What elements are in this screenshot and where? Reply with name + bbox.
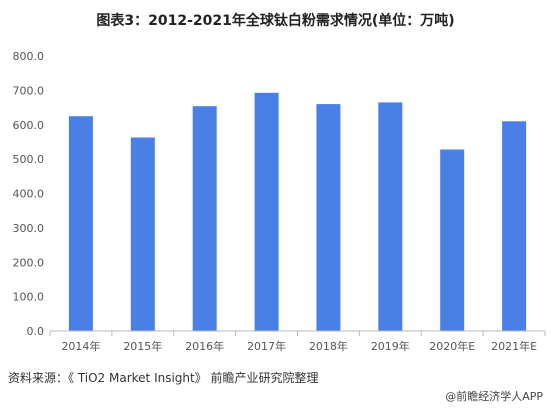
x-tick-label: 2020年E (429, 339, 475, 353)
x-tick-label: 2019年 (371, 339, 410, 353)
x-tick-label: 2017年 (247, 339, 286, 353)
y-tick-label: 800.0 (13, 50, 45, 63)
y-tick-label: 400.0 (13, 188, 45, 201)
bar-6 (378, 102, 403, 332)
y-tick-label: 600.0 (13, 119, 45, 132)
y-tick-label: 500.0 (13, 153, 45, 166)
bar-8 (502, 121, 527, 331)
bar-1 (68, 116, 93, 331)
bar-3 (192, 106, 217, 331)
bar-5 (316, 104, 341, 331)
y-tick-label: 200.0 (13, 256, 45, 269)
y-axis-ticks: 0.0 100.0 200.0 300.0 400.0 500.0 600.0 700.0 80… (13, 50, 45, 338)
bar-7 (440, 149, 465, 331)
x-axis-ticks: 2014年 2015年 2016年 2017年 2018年 2019年 2020年E 2021… (49, 331, 546, 353)
x-tick-label: 2014年 (61, 339, 100, 353)
y-tick-label: 0.0 (27, 325, 45, 338)
y-tick-label: 300.0 (13, 222, 45, 235)
bar-2 (130, 137, 155, 331)
bars-group (68, 92, 527, 332)
x-tick-label: 2021年E (491, 339, 537, 353)
x-tick-label: 2016年 (185, 339, 224, 353)
y-tick-label: 100.0 (13, 291, 45, 304)
brand-credit: @前瞻经济学人APP (445, 390, 543, 403)
y-tick-label: 700.0 (13, 84, 45, 97)
source-note: 资料来源：《 TiO2 Market Insight》 前瞻产业研究院整理 (8, 371, 319, 385)
x-tick-label: 2018年 (309, 339, 348, 353)
bar-4 (254, 92, 279, 331)
x-tick-label: 2015年 (123, 339, 162, 353)
chart-title: 图表3：2012-2021年全球钛白粉需求情况(单位：万吨) (96, 13, 455, 29)
